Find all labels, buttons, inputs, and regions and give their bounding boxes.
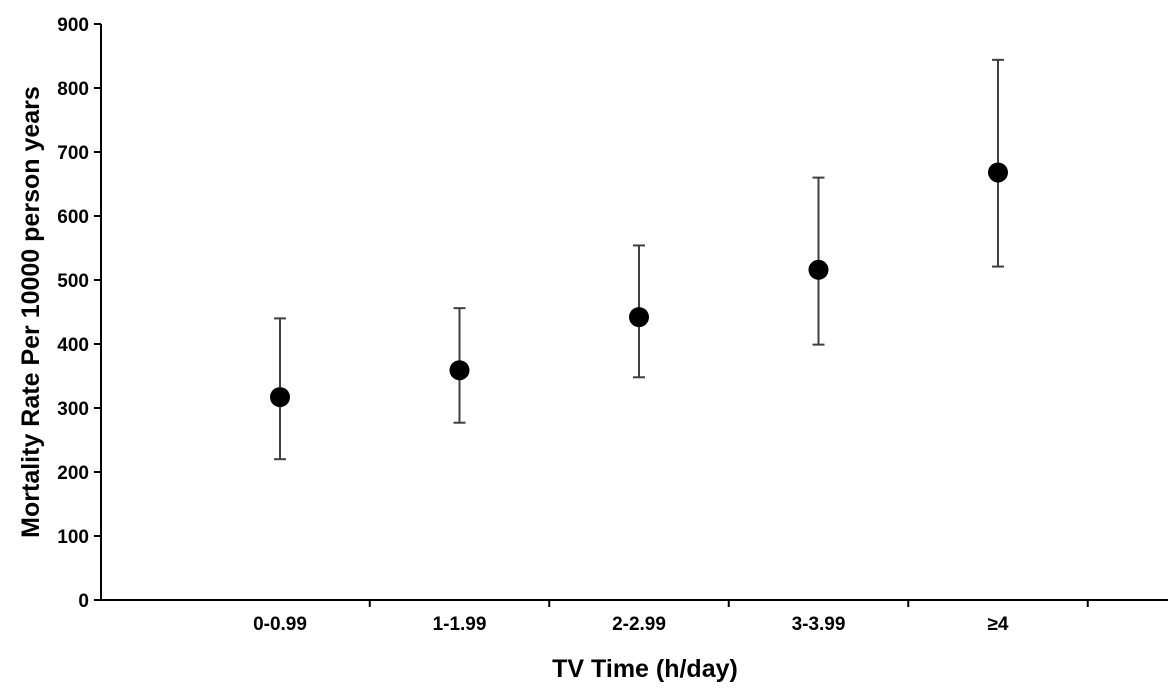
y-tick-label: 900 [57,15,89,36]
x-axis: 0-0.99 1-1.99 2-2.99 3-3.99 ≥4 [101,599,1168,635]
x-axis-title: TV Time (h/day) [552,655,738,683]
y-tick-label: 400 [57,335,89,356]
x-tick-label: 3-3.99 [792,614,846,635]
x-tick-label: ≥4 [988,614,1009,635]
y-tick-label: 500 [57,271,89,292]
x-tick-label: 1-1.99 [433,614,487,635]
y-tick-label: 600 [57,207,89,228]
y-tick-label: 300 [57,399,89,420]
data-point [808,259,829,280]
x-tick-label: 0-0.99 [253,614,307,635]
y-tick-label: 700 [57,143,89,164]
y-tick-label: 200 [57,463,89,484]
y-tick-label: 0 [78,591,89,612]
y-tick-label: 800 [57,79,89,100]
data-point [449,360,470,381]
x-tick-label: 2-2.99 [612,614,666,635]
y-tick-label: 100 [57,527,89,548]
data-point [988,162,1008,183]
data-point [629,307,649,328]
data-points [270,162,1008,408]
y-axis-title: Mortality Rate Per 10000 person years [17,86,45,538]
y-axis: 0 100 200 300 400 500 600 700 800 900 [57,15,102,612]
error-bars [274,58,1004,461]
data-point [270,387,290,408]
